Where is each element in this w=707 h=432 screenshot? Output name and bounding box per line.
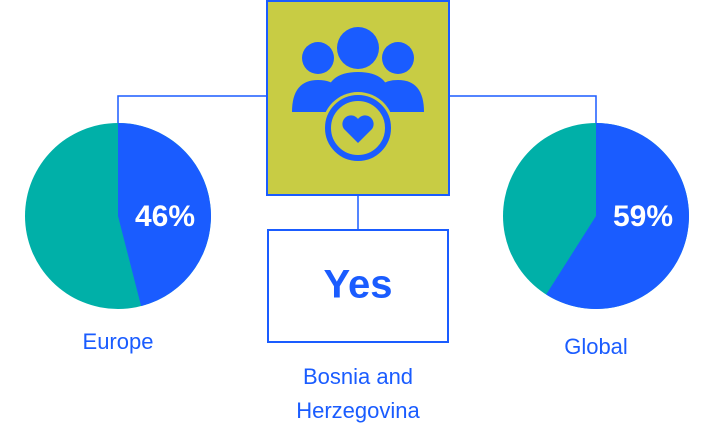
connector	[117, 95, 266, 123]
people-heart-icon	[292, 27, 424, 164]
pie-title: Global	[564, 334, 628, 359]
pie-slice	[118, 123, 212, 307]
value-label: 59%	[613, 200, 673, 233]
pie-slice	[546, 123, 689, 309]
value-label: 46%	[135, 200, 195, 233]
country-label: Bosnia and Herzegovina	[296, 364, 420, 423]
answer: Yes	[324, 263, 393, 307]
connectors	[117, 95, 597, 230]
pie-title: Europe	[83, 329, 154, 354]
connector	[450, 95, 597, 123]
answer-box	[267, 229, 449, 343]
